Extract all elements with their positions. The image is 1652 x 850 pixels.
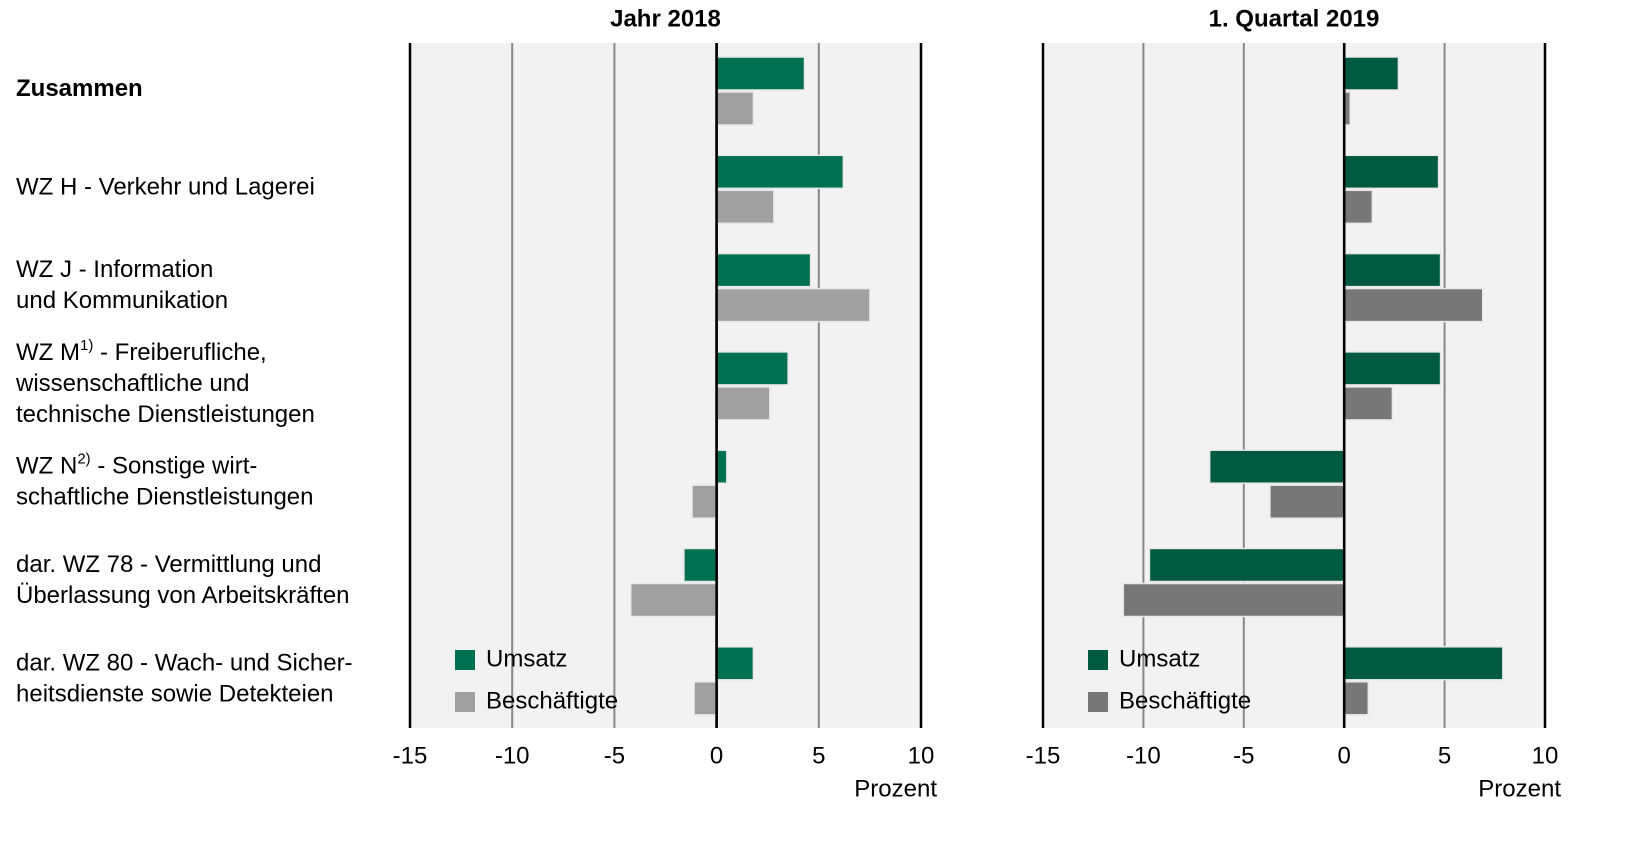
superscript: 2) [77, 451, 90, 468]
bar [1343, 386, 1394, 421]
label-part: heitsdienste sowie Detekteien [16, 681, 334, 708]
category-label: dar. WZ 80 - Wach- und Sicher- [16, 650, 353, 677]
x-tick-label: 0 [710, 742, 723, 769]
bar [630, 582, 718, 618]
category-label: und Kommunikation [16, 287, 228, 314]
label-part: dar. WZ 80 - Wach- und Sicher- [16, 650, 353, 677]
x-axis-label: Prozent [1478, 775, 1561, 802]
x-tick-label: 10 [908, 742, 935, 769]
bar [1269, 484, 1345, 519]
label-part: und Kommunikation [16, 287, 228, 314]
x-tick-label: -15 [1026, 742, 1061, 769]
label-part: technische Dienstleistungen [16, 401, 315, 428]
category-label: heitsdienste sowie Detekteien [16, 681, 334, 708]
chart-title: 1. Quartal 2019 [1209, 5, 1380, 32]
label-part: WZ N [16, 453, 77, 480]
x-tick-label: 5 [1438, 742, 1451, 769]
bar [715, 449, 728, 484]
bar [715, 91, 755, 126]
bar [1122, 582, 1345, 618]
category-label: WZ N2) - Sonstige wirt- [16, 451, 257, 480]
category-label: WZ M1) - Freiberufliche, [16, 337, 267, 366]
bar [715, 189, 775, 225]
bar [715, 646, 755, 681]
category-label: Überlassung von Arbeitskräften [16, 582, 350, 609]
bar [715, 154, 845, 190]
category-label: schaftliche Dienstleistungen [16, 484, 314, 511]
x-tick-label: -5 [604, 742, 625, 769]
label-part: wissenschaftliche und [15, 370, 249, 397]
bar [1208, 449, 1345, 484]
bar [715, 351, 789, 386]
label-part: - Sonstige wirt- [91, 453, 258, 480]
legend-label: Beschäftigte [486, 687, 618, 714]
bar [715, 386, 771, 421]
bar [1343, 56, 1400, 91]
legend-swatch [455, 650, 475, 670]
category-label: Zusammen [16, 75, 143, 102]
bar [693, 681, 718, 716]
legend-label: Umsatz [486, 645, 567, 672]
x-tick-label: -15 [393, 742, 428, 769]
category-label: wissenschaftliche und [15, 370, 249, 397]
label-part: schaftliche Dienstleistungen [16, 484, 314, 511]
category-label: dar. WZ 78 - Vermittlung und [16, 551, 321, 578]
legend-swatch [1088, 650, 1108, 670]
bar [1343, 646, 1504, 681]
bar [715, 56, 806, 91]
legend-swatch [455, 692, 475, 712]
legend-label: Umsatz [1119, 645, 1200, 672]
x-tick-label: 0 [1338, 742, 1351, 769]
bar [1343, 252, 1442, 288]
category-label: technische Dienstleistungen [16, 401, 315, 428]
x-axis-label: Prozent [854, 775, 937, 802]
x-tick-label: -10 [495, 742, 530, 769]
legend-label: Beschäftigte [1119, 687, 1251, 714]
bar [1343, 154, 1440, 190]
x-tick-label: -5 [1233, 742, 1254, 769]
plot-background [1043, 43, 1545, 728]
label-part: dar. WZ 78 - Vermittlung und [16, 551, 321, 578]
label-part: Zusammen [16, 75, 143, 102]
plot-background [410, 43, 921, 728]
x-tick-label: -10 [1126, 742, 1161, 769]
label-part: Überlassung von Arbeitskräften [16, 582, 350, 609]
bar [1343, 287, 1484, 323]
x-tick-label: 10 [1532, 742, 1559, 769]
x-tick-label: 5 [812, 742, 825, 769]
superscript: 1) [80, 337, 93, 354]
bar [715, 287, 871, 323]
category-label: WZ J - Information [16, 256, 213, 283]
bar [1148, 547, 1345, 583]
label-part: WZ M [16, 339, 80, 366]
category-label: WZ H - Verkehr und Lagerei [16, 174, 315, 201]
legend-swatch [1088, 692, 1108, 712]
bar [1343, 351, 1442, 386]
bar [1343, 681, 1370, 716]
chart-title: Jahr 2018 [610, 5, 721, 32]
bar [691, 484, 718, 519]
label-part: - Freiberufliche, [93, 339, 266, 366]
bar [1343, 189, 1374, 225]
label-part: WZ J - Information [16, 256, 213, 283]
label-part: WZ H - Verkehr und Lagerei [16, 174, 315, 201]
bar [683, 547, 718, 583]
bar [715, 252, 812, 288]
